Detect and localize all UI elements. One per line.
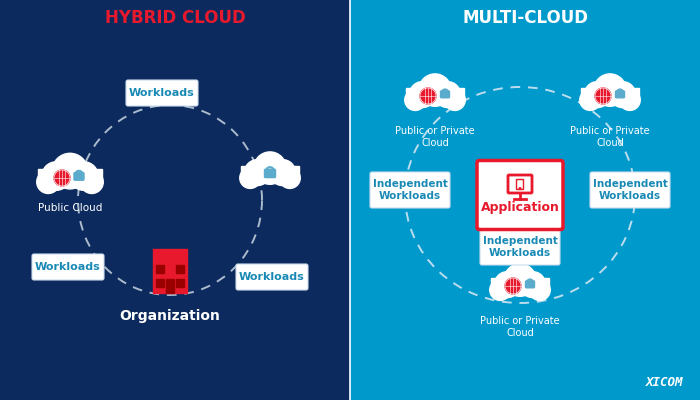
Text: Public or Private
Cloud: Public or Private Cloud [570,126,650,148]
Circle shape [405,90,426,110]
Bar [0,0,350,400]
Bar [581,88,639,101]
Text: XICOM: XICOM [646,376,684,388]
Circle shape [279,168,300,188]
Text: Workloads: Workloads [239,272,305,282]
FancyBboxPatch shape [74,173,84,180]
Circle shape [54,170,70,186]
Bar [176,265,184,273]
Bar [153,249,187,293]
Circle shape [36,170,60,194]
FancyBboxPatch shape [126,80,198,106]
Text: Public Cloud: Public Cloud [38,203,102,213]
FancyBboxPatch shape [615,91,624,98]
FancyBboxPatch shape [477,160,563,230]
FancyBboxPatch shape [236,264,308,290]
Circle shape [69,162,98,190]
Circle shape [490,280,510,300]
Circle shape [410,82,435,108]
Bar [491,278,549,291]
Circle shape [419,74,452,106]
Circle shape [80,170,104,194]
Text: Independent
Workloads: Independent Workloads [372,179,447,201]
Text: Workloads: Workloads [129,88,195,98]
Circle shape [244,160,270,186]
Circle shape [519,188,521,189]
Text: Public or Private
Cloud: Public or Private Cloud [480,316,560,338]
Text: Public or Private
Cloud: Public or Private Cloud [395,126,475,148]
FancyBboxPatch shape [590,172,670,208]
FancyBboxPatch shape [526,281,535,288]
FancyBboxPatch shape [508,175,532,193]
Circle shape [529,280,550,300]
Circle shape [42,162,71,190]
Circle shape [580,90,601,110]
Bar [156,265,164,273]
Circle shape [240,168,260,188]
Circle shape [494,272,520,298]
Circle shape [270,160,295,186]
Circle shape [52,153,88,189]
Bar [406,88,464,101]
FancyBboxPatch shape [32,254,104,280]
Circle shape [519,272,545,298]
Bar [38,169,102,183]
Circle shape [620,90,640,110]
FancyBboxPatch shape [440,91,449,98]
Circle shape [254,152,286,184]
Text: HYBRID CLOUD: HYBRID CLOUD [104,9,246,27]
Circle shape [595,88,611,104]
Bar [156,279,164,287]
Circle shape [504,264,536,296]
Circle shape [444,90,466,110]
Circle shape [435,82,461,108]
Circle shape [505,278,521,294]
Text: Workloads: Workloads [35,262,101,272]
Circle shape [420,88,436,104]
Bar [176,279,184,287]
Circle shape [610,82,636,108]
Bar [350,0,700,400]
Circle shape [584,82,610,108]
Text: MULTI-CLOUD: MULTI-CLOUD [462,9,588,27]
Text: Independent
Workloads: Independent Workloads [482,236,557,258]
FancyBboxPatch shape [265,169,276,178]
Circle shape [594,74,626,106]
FancyBboxPatch shape [370,172,450,208]
FancyBboxPatch shape [480,229,560,265]
Text: Independent
Workloads: Independent Workloads [593,179,667,201]
Text: Organization: Organization [120,309,220,323]
Bar [166,279,174,293]
Text: Application: Application [481,200,559,214]
Bar [241,166,299,179]
